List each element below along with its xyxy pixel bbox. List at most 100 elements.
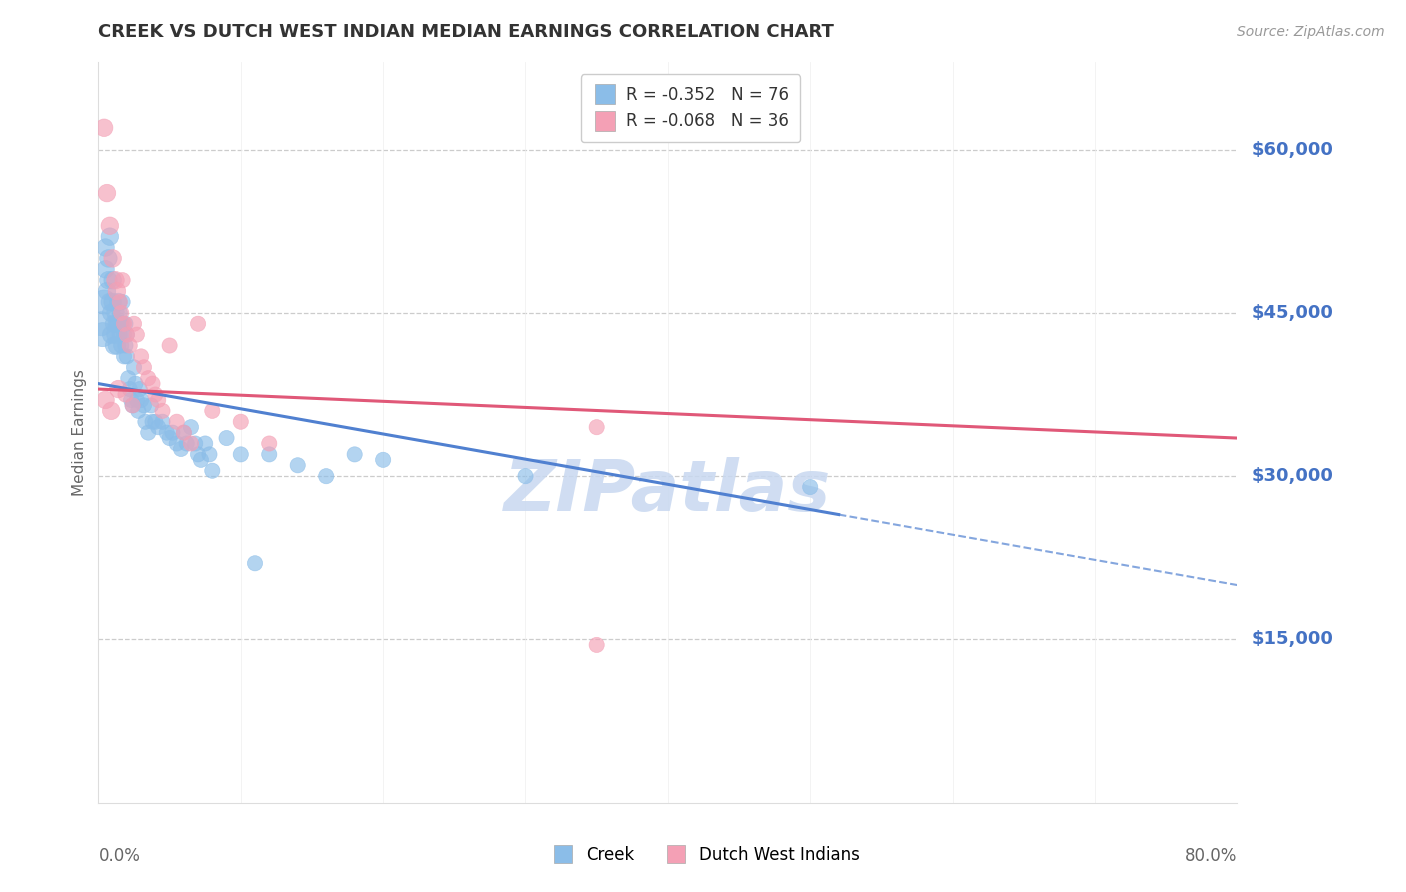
Point — [111, 317, 134, 331]
Point — [159, 431, 181, 445]
Point — [162, 425, 184, 440]
Text: Source: ZipAtlas.com: Source: ZipAtlas.com — [1237, 25, 1385, 39]
Text: 0.0%: 0.0% — [98, 847, 141, 865]
Point — [94, 240, 117, 255]
Point — [115, 327, 138, 342]
Point — [90, 317, 112, 331]
Text: $60,000: $60,000 — [1251, 141, 1333, 159]
Point — [176, 436, 198, 450]
Point — [148, 392, 170, 407]
Point — [107, 382, 129, 396]
Point — [128, 382, 150, 396]
Point — [91, 327, 114, 342]
Point — [215, 431, 238, 445]
Point — [315, 469, 337, 483]
Point — [98, 219, 121, 233]
Point — [166, 415, 188, 429]
Point — [110, 317, 132, 331]
Point — [585, 420, 607, 434]
Point — [105, 338, 128, 352]
Point — [100, 404, 122, 418]
Point — [139, 398, 162, 412]
Point — [170, 442, 193, 456]
Point — [259, 436, 281, 450]
Point — [103, 338, 125, 352]
Point — [198, 447, 221, 461]
Point — [101, 273, 124, 287]
Point — [96, 284, 118, 298]
Point — [190, 453, 212, 467]
Point — [104, 327, 127, 342]
Point — [105, 317, 128, 331]
Point — [100, 327, 122, 342]
Point — [152, 404, 174, 418]
Point — [118, 338, 141, 352]
Point — [93, 120, 115, 135]
Text: $15,000: $15,000 — [1251, 631, 1333, 648]
Point — [585, 638, 607, 652]
Point — [132, 360, 155, 375]
Point — [259, 447, 281, 461]
Point — [799, 480, 821, 494]
Point — [201, 464, 224, 478]
Point — [125, 392, 148, 407]
Point — [97, 273, 120, 287]
Point — [104, 306, 127, 320]
Point — [122, 360, 145, 375]
Point — [243, 556, 266, 570]
Text: CREEK VS DUTCH WEST INDIAN MEDIAN EARNINGS CORRELATION CHART: CREEK VS DUTCH WEST INDIAN MEDIAN EARNIN… — [98, 23, 834, 41]
Point — [97, 252, 120, 266]
Point — [141, 415, 163, 429]
Text: $30,000: $30,000 — [1251, 467, 1333, 485]
Point — [108, 295, 131, 310]
Point — [114, 338, 136, 352]
Point — [184, 436, 207, 450]
Point — [107, 317, 129, 331]
Point — [108, 306, 131, 320]
Point — [129, 392, 152, 407]
Point — [134, 415, 156, 429]
Point — [152, 415, 174, 429]
Point — [141, 376, 163, 391]
Point — [121, 398, 143, 412]
Point — [122, 317, 145, 331]
Point — [132, 398, 155, 412]
Point — [180, 420, 202, 434]
Point — [229, 415, 252, 429]
Point — [101, 295, 124, 310]
Point — [103, 317, 125, 331]
Point — [115, 350, 138, 364]
Point — [98, 295, 121, 310]
Point — [101, 252, 124, 266]
Point — [136, 425, 159, 440]
Text: 80.0%: 80.0% — [1185, 847, 1237, 865]
Point — [173, 425, 195, 440]
Point — [129, 350, 152, 364]
Point — [93, 295, 115, 310]
Point — [343, 447, 366, 461]
Point — [117, 371, 139, 385]
Point — [148, 420, 170, 434]
Point — [112, 327, 135, 342]
Point — [104, 273, 127, 287]
Text: $45,000: $45,000 — [1251, 304, 1333, 322]
Point — [118, 382, 141, 396]
Point — [166, 436, 188, 450]
Point — [108, 327, 131, 342]
Point — [180, 436, 202, 450]
Point — [112, 317, 135, 331]
Point — [110, 306, 132, 320]
Point — [515, 469, 537, 483]
Point — [201, 404, 224, 418]
Point — [110, 338, 132, 352]
Point — [114, 387, 136, 401]
Point — [124, 376, 146, 391]
Point — [373, 453, 395, 467]
Point — [111, 295, 134, 310]
Point — [112, 350, 135, 364]
Point — [98, 229, 121, 244]
Point — [111, 273, 134, 287]
Legend: Creek, Dutch West Indians: Creek, Dutch West Indians — [540, 839, 866, 871]
Point — [156, 425, 179, 440]
Point — [96, 186, 118, 200]
